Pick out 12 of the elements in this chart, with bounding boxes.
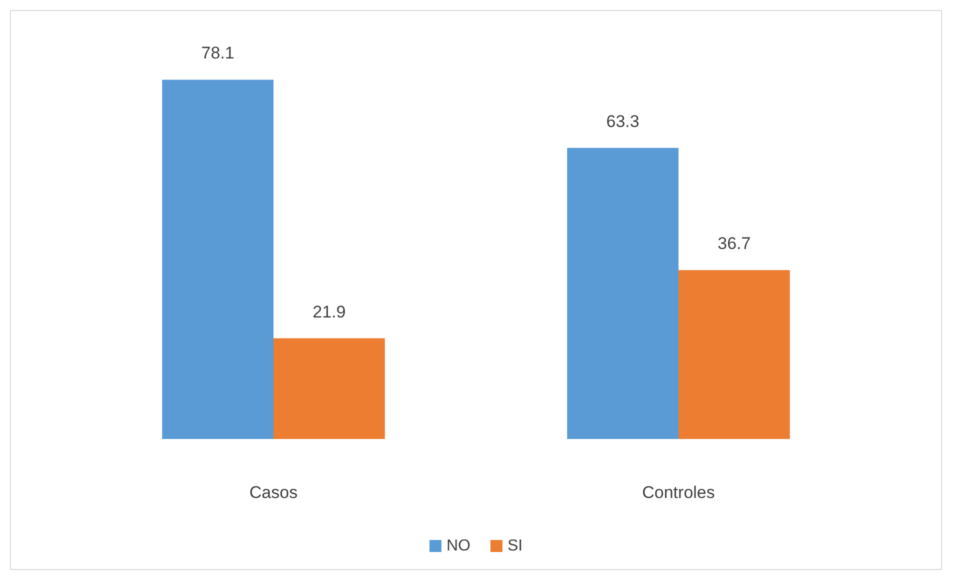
data-label: 21.9 bbox=[312, 302, 346, 322]
bar bbox=[274, 338, 385, 439]
data-label: 63.3 bbox=[606, 112, 640, 131]
bar bbox=[162, 80, 274, 439]
data-label: 36.7 bbox=[718, 234, 751, 254]
legend-label: SI bbox=[507, 538, 523, 554]
x-tick-label: Controles bbox=[642, 483, 715, 502]
bar bbox=[567, 148, 678, 439]
data-label: 78.1 bbox=[201, 44, 234, 63]
legend-label: NO bbox=[446, 538, 470, 554]
x-tick-label: Casos bbox=[249, 483, 298, 502]
bar bbox=[678, 270, 790, 439]
